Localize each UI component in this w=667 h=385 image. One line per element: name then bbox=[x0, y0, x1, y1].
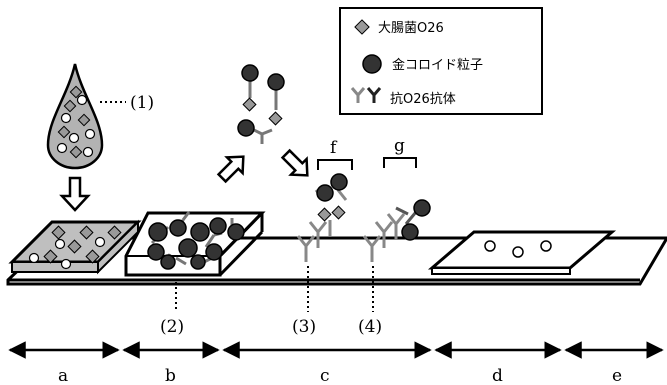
section-label-c: c bbox=[320, 366, 330, 385]
gold-particle bbox=[205, 243, 223, 261]
gold-particle bbox=[413, 199, 431, 217]
white-particle bbox=[28, 252, 40, 264]
gold-particle bbox=[148, 222, 168, 242]
gold-particle bbox=[241, 64, 259, 82]
legend-gold: 金コロイド粒子 bbox=[392, 57, 483, 73]
ecoli-particle bbox=[51, 225, 66, 240]
sample-drop bbox=[46, 63, 104, 170]
white-particle bbox=[68, 132, 80, 144]
legend-antibody: 抗O26抗体 bbox=[390, 92, 456, 107]
absorbed-particle bbox=[512, 246, 524, 258]
label-f: f bbox=[330, 138, 338, 158]
ecoli-particle bbox=[79, 225, 94, 240]
section-label-a: a bbox=[58, 366, 68, 385]
ecoli-particle bbox=[107, 225, 122, 240]
section-label-d: d bbox=[492, 366, 503, 385]
gold-particle bbox=[227, 223, 245, 241]
gold-particle bbox=[330, 173, 348, 191]
bracket-g bbox=[383, 157, 417, 168]
section-label-b: b bbox=[165, 366, 176, 385]
absorbent-pad bbox=[427, 230, 617, 275]
ecoli-particle bbox=[331, 205, 346, 220]
white-particle bbox=[56, 142, 68, 154]
white-particle bbox=[60, 258, 72, 270]
white-particle bbox=[84, 128, 96, 140]
ecoli-particle bbox=[268, 111, 283, 126]
test-line bbox=[296, 173, 348, 262]
conjugate-pad bbox=[124, 211, 266, 277]
gold-particle bbox=[237, 119, 255, 137]
ecoli-legend-icon bbox=[354, 19, 370, 35]
gold-legend-icon bbox=[362, 54, 382, 74]
ecoli-particle bbox=[242, 97, 257, 112]
label-test-line: (3) bbox=[292, 317, 316, 337]
control-line bbox=[362, 199, 431, 262]
white-particle bbox=[82, 146, 94, 158]
label-control-line: (4) bbox=[358, 317, 382, 337]
white-particle bbox=[76, 94, 88, 106]
gold-particle bbox=[316, 184, 334, 202]
antibody-legend-icon bbox=[350, 87, 382, 103]
legend: 大腸菌O26 金コロイド粒子 抗O26抗体 bbox=[339, 7, 543, 115]
ecoli-particle bbox=[67, 239, 82, 254]
ecoli-particle bbox=[85, 249, 100, 264]
gold-particle bbox=[401, 223, 419, 241]
ecoli-particle bbox=[57, 125, 71, 139]
ecoli-particle bbox=[69, 85, 83, 99]
absorbed-particle bbox=[484, 240, 496, 252]
gold-particle bbox=[209, 217, 227, 235]
bracket-f bbox=[317, 159, 353, 170]
label-g: g bbox=[394, 136, 405, 156]
upward-flow-arrow bbox=[216, 155, 245, 184]
gold-particle bbox=[190, 254, 206, 270]
gold-particle bbox=[178, 238, 198, 258]
downward-flow-arrow bbox=[59, 176, 91, 212]
ecoli-particle bbox=[43, 249, 58, 264]
gold-particle bbox=[190, 222, 210, 242]
floating-conjugates bbox=[237, 64, 285, 144]
white-particle bbox=[94, 236, 106, 248]
legend-ecoli: 大腸菌O26 bbox=[378, 21, 444, 36]
ecoli-particle bbox=[77, 113, 91, 127]
label-sample: (1) bbox=[130, 93, 154, 113]
section-label-e: e bbox=[612, 366, 622, 385]
gold-particle bbox=[160, 254, 176, 270]
gold-particle bbox=[267, 73, 285, 91]
gold-particle bbox=[169, 219, 187, 237]
absorbed-particle bbox=[540, 240, 552, 252]
white-particle bbox=[60, 112, 72, 124]
downward-diagonal-arrow bbox=[280, 148, 309, 177]
ecoli-particle bbox=[69, 145, 83, 159]
gold-particle bbox=[147, 243, 165, 261]
label-conjugate-pad: (2) bbox=[160, 317, 184, 337]
sample-pad bbox=[8, 219, 142, 275]
white-particle bbox=[54, 238, 66, 250]
ecoli-particle bbox=[63, 99, 77, 113]
ecoli-particle bbox=[317, 207, 332, 222]
